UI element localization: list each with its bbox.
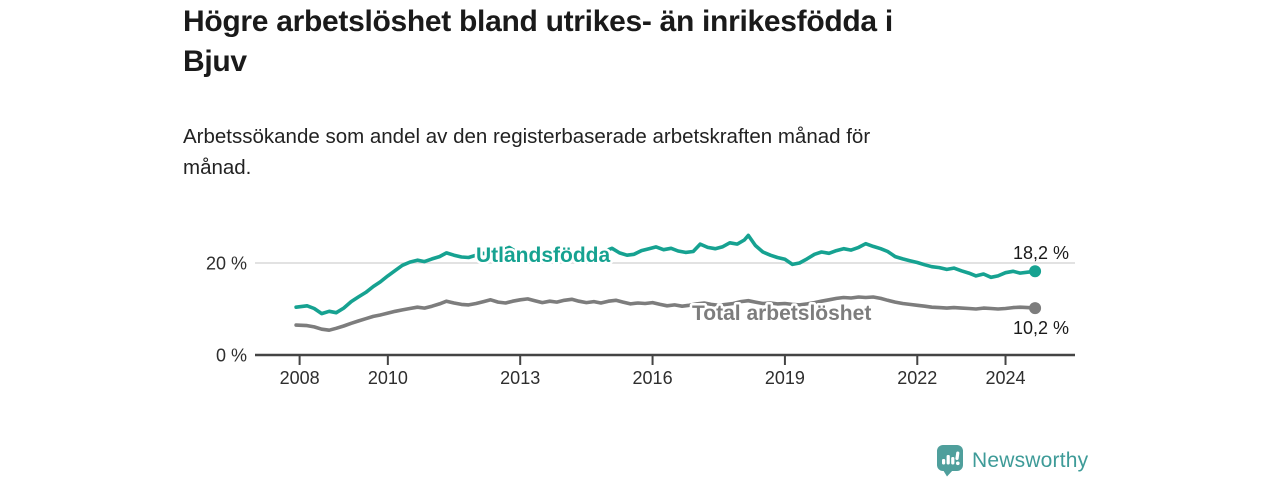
bar-chart-speech-bubble-icon — [937, 445, 963, 477]
x-tick-label: 2022 — [897, 368, 937, 388]
x-tick-label: 2024 — [985, 368, 1025, 388]
x-tick-label: 2008 — [280, 368, 320, 388]
chart-subtitle: Arbetssökande som andel av den registerb… — [183, 121, 1063, 183]
end-value-label-total: 10,2 % — [1013, 318, 1069, 338]
x-tick-label: 2016 — [633, 368, 673, 388]
x-tick-label: 2013 — [500, 368, 540, 388]
series-label-total-arbetsloshet: Total arbetslöshet — [692, 302, 871, 325]
end-value-label-utlandsfodda: 18,2 % — [1013, 243, 1069, 263]
newsworthy-brand[interactable]: Newsworthy — [936, 444, 1088, 477]
x-tick-label: 2010 — [368, 368, 408, 388]
chart-subtitle-line-1: Arbetssökande som andel av den registerb… — [183, 125, 871, 148]
chart-subtitle-line-2: månad. — [183, 156, 252, 179]
series-line — [294, 233, 1037, 316]
brand-name: Newsworthy — [972, 448, 1089, 472]
series-label-utlandsfodda: Utlandsfödda — [476, 244, 610, 267]
x-tick-label: 2019 — [765, 368, 805, 388]
page-title-line-2: Bjuv — [183, 45, 247, 78]
series-end-dot — [1029, 265, 1042, 278]
y-tick-label: 20 % — [206, 254, 247, 274]
series-line — [294, 295, 1037, 333]
series-end-dot — [1029, 302, 1042, 315]
page-title: Högre arbetslöshet bland utrikes- än inr… — [183, 2, 1083, 82]
page-title-line-1: Högre arbetslöshet bland utrikes- än inr… — [183, 5, 893, 38]
y-tick-label: 0 % — [216, 346, 247, 366]
